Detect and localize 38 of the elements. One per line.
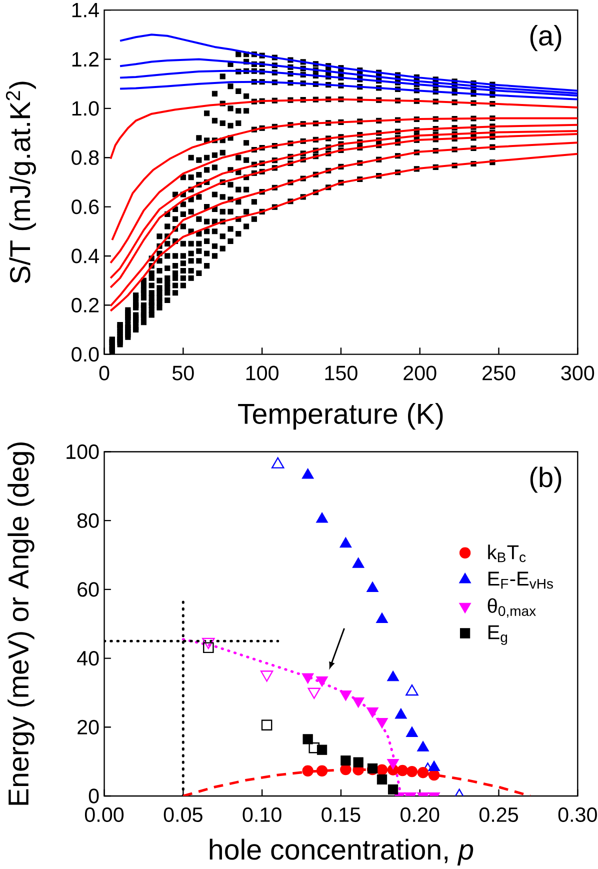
y-axis-title: S/T (mJ/g.at.K$^{2}$) <box>6 82 36 284</box>
annotation: (b) <box>530 466 562 493</box>
x-tick-label: 0 <box>99 366 110 380</box>
x-tick-label: 250 <box>482 366 516 380</box>
y-tick-label: 1.0 <box>72 101 99 116</box>
y-tick-label: 0 <box>88 788 99 804</box>
x-tick-label: 0.05 <box>164 807 202 822</box>
x-axis-title: hole concentration, p <box>210 838 474 866</box>
x-tick-label: 0.25 <box>479 807 518 822</box>
y-tick-label: 80 <box>77 513 99 528</box>
x-tick-label: 0.00 <box>84 807 124 822</box>
y-tick-label: 0.0 <box>72 347 99 362</box>
y-tick-label: 20 <box>78 720 99 734</box>
x-tick-label: 0.10 <box>242 807 282 822</box>
x-tick-label: 150 <box>325 366 358 380</box>
legend-label: E$_{g}$ <box>488 625 508 645</box>
x-tick-label: 100 <box>246 366 278 380</box>
annotation: (a) <box>530 25 562 52</box>
y-tick-label: 0.8 <box>72 150 99 165</box>
x-tick-label: 300 <box>561 366 594 380</box>
y-tick-label: 40 <box>77 650 99 666</box>
y-tick-label: 100 <box>66 444 99 460</box>
x-tick-label: 0.20 <box>400 807 440 822</box>
legend-label: θ$_{0,max}$ <box>488 598 536 618</box>
x-tick-label: 200 <box>404 366 436 380</box>
y-tick-label: 0.2 <box>72 298 99 312</box>
x-tick-label: 0.15 <box>322 807 360 822</box>
y-tick-label: 0.6 <box>72 199 99 214</box>
y-tick-label: 1.4 <box>72 2 99 18</box>
y-tick-label: 1.2 <box>72 52 99 66</box>
legend-label: k$_{B}$T$_{c}$ <box>488 544 526 562</box>
x-axis-title: Temperature (K) <box>238 402 443 430</box>
y-tick-label: 60 <box>78 582 99 597</box>
legend-label: E$_{F}$-E$_{vHs}$ <box>488 572 553 589</box>
y-tick-label: 0.4 <box>72 248 99 264</box>
y-axis-title: Energy (meV) or Angle (deg) <box>8 442 34 805</box>
x-tick-label: 50 <box>172 366 194 380</box>
x-tick-label: 0.30 <box>558 807 597 822</box>
